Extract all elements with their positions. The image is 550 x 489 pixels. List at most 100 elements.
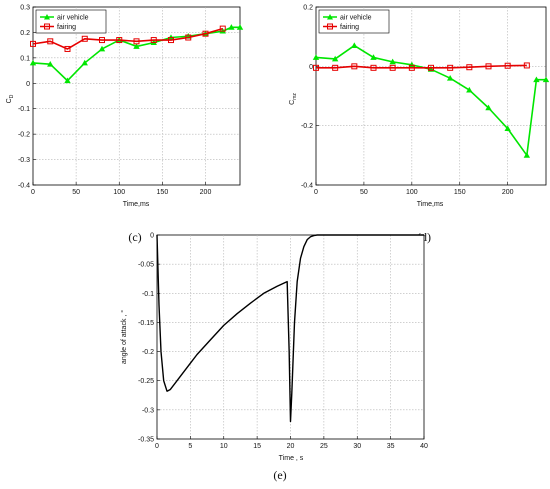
- panel-c-series-1-point-7: [150, 37, 157, 44]
- panel-c-series-1-point-8: [168, 37, 174, 44]
- panel-d-series-1-point-3: [370, 64, 377, 71]
- panel-d: 0 50 100 150 200 -0.4 -0.2 0 0.2 air vehicle fai…: [289, 5, 550, 244]
- panel-d-legend: air vehicle fairing: [318, 9, 390, 34]
- panel-d-series-1-point-5: [408, 64, 415, 71]
- panel-c-series-1-point-3: [81, 35, 88, 42]
- panel-d-ylabel-sub: mz: [292, 93, 298, 100]
- panel-d-ylabel-main: C: [289, 100, 296, 105]
- panel-c-legend-air-vehicle-marker: [44, 14, 50, 20]
- panel-d-series-0-point-9: [485, 104, 492, 111]
- panel-d-legend-air-vehicle-marker: [327, 14, 333, 20]
- panel-d-series-1-point-0: [313, 64, 319, 71]
- panel-e: 0 5 10 15 20 25 30 35 40 -0.35 -0.3 -0.25 -0.2 -0.15 -…: [120, 233, 428, 483]
- panel-c-label: (c): [128, 230, 141, 244]
- panel-d-series-0-point-7: [446, 75, 454, 81]
- panel-d-xtick-label-1: 50: [360, 189, 368, 196]
- panel-c-xtick-label-1: 50: [72, 189, 80, 196]
- panel-e-ytick-label-5: -0.1: [142, 291, 154, 298]
- panel-d-xtick-label-3: 150: [454, 189, 466, 196]
- panel-d-legend-fairing-label: fairing: [340, 24, 359, 31]
- panel-c-legend-air-vehicle-label: air vehicle: [57, 15, 89, 22]
- panel-d-xlabel: Time,ms: [417, 201, 444, 208]
- panel-d-ytick-label-3: 0.2: [303, 5, 313, 12]
- panel-d-series-1-point-2: [351, 63, 358, 70]
- panel-e-ylabel: angle of attack , °: [120, 310, 128, 364]
- panel-d-ylabel: Cmz: [289, 93, 298, 105]
- panel-c-legend-fairing-label: fairing: [57, 24, 76, 31]
- panel-d-series-1-point-8: [466, 64, 473, 71]
- panel-c-series-0-point-12: [228, 24, 235, 30]
- panel-d-series-1-point-11: [523, 62, 530, 69]
- panel-d-series-0-point-2: [351, 42, 358, 48]
- panel-c-ytick-label-2: -0.2: [18, 132, 30, 139]
- panel-e-ticks: 0 5 10 15 20 25 30 35 40 -0.35 -0.3 -0.25 -0.2 -0.15 -…: [138, 233, 428, 451]
- panel-d-series-0-point-5: [408, 61, 416, 68]
- panel-e-label: (e): [273, 468, 286, 482]
- panel-d-series-0-point-11: [523, 152, 531, 158]
- panel-d-ticks: 0 50 100 150 200 -0.4 -0.2 0 0.2: [301, 5, 514, 197]
- panel-c-series-1-point-1: [47, 38, 54, 45]
- panel-d-plot-area: [315, 6, 547, 186]
- panel-e-xtick-label-4: 20: [287, 443, 295, 450]
- panel-c-ytick-label-1: -0.3: [18, 157, 30, 164]
- panel-d-series-0-line: [315, 44, 546, 157]
- panel-c-series-1-point-0: [30, 40, 36, 47]
- panel-d-series-1-point-4: [389, 64, 396, 71]
- panel-e-xtick-label-5: 25: [320, 443, 328, 450]
- panel-c-series-0-point-1: [47, 61, 54, 67]
- panel-d-ytick-label-1: -0.2: [301, 123, 313, 130]
- panel-d-series-0-point-3: [370, 54, 377, 60]
- panel-c-series-0-point-0: [29, 59, 37, 66]
- panel-c-series-1-point-5: [116, 37, 123, 44]
- panel-d-series-1-point-1: [332, 64, 339, 71]
- panel-d-series-1-point-7: [447, 64, 454, 71]
- panel-c-series-1-point-4: [99, 37, 105, 44]
- panel-e-xtick-label-7: 35: [387, 443, 395, 450]
- panel-e-ytick-label-7: 0: [150, 233, 154, 240]
- panel-d-xtick-label-0: 0: [314, 189, 318, 196]
- panel-c-ytick-label-5: 0.1: [20, 55, 30, 62]
- panel-c: 0 50 100 150 200 -0.4 -0.3 -0.2 -0.1 0 0.1 0.2 0.3 a…: [6, 5, 244, 244]
- panel-c-ticks: 0 50 100 150 200 -0.4 -0.3 -0.2 -0.1 0 0.1 0.2 0.3: [18, 5, 212, 197]
- panel-c-ytick-label-0: -0.4: [18, 183, 30, 190]
- panel-c-ytick-label-4: 0: [26, 81, 30, 88]
- panel-d-series-0-point-12: [533, 76, 540, 83]
- panel-d-series-1-line: [316, 64, 527, 69]
- panel-d-xtick-label-4: 200: [502, 189, 514, 196]
- panel-d-series-0-point-1: [331, 55, 339, 62]
- panel-d-legend-air-vehicle-label: air vehicle: [340, 15, 372, 22]
- panel-c-xtick-label-2: 100: [113, 189, 125, 196]
- panel-d-series-0-point-10: [504, 125, 511, 132]
- panel-c-ylabel: CD: [6, 94, 15, 103]
- panel-e-series: [156, 234, 424, 423]
- panel-c-series-1-point-9: [185, 34, 192, 41]
- panel-c-series: [29, 24, 244, 84]
- panel-d-xtick-label-2: 100: [406, 189, 418, 196]
- panel-e-ytick-label-3: -0.2: [142, 349, 154, 356]
- panel-d-series-0-point-13: [542, 76, 550, 83]
- panel-c-series-0-point-3: [81, 59, 88, 66]
- panel-d-series-1-point-9: [485, 63, 492, 70]
- panel-e-ytick-label-1: -0.3: [142, 407, 154, 414]
- panel-c-xlabel: Time,ms: [123, 201, 150, 208]
- panel-e-series-0-line: [156, 234, 424, 423]
- panel-c-ytick-label-7: 0.3: [20, 5, 30, 12]
- panel-e-xtick-label-1: 5: [188, 443, 192, 450]
- panel-c-legend: air vehicle fairing: [35, 9, 107, 34]
- panel-e-xtick-label-3: 15: [253, 443, 261, 450]
- panel-e-xtick-label-6: 30: [353, 443, 361, 450]
- panel-d-series-1-point-6: [428, 64, 434, 71]
- panel-e-ytick-label-6: -0.05: [138, 262, 154, 269]
- panel-e-ytick-label-4: -0.15: [138, 320, 154, 327]
- panel-d-ytick-label-2: 0: [309, 64, 313, 71]
- panel-c-xtick-label-3: 150: [157, 189, 169, 196]
- panel-d-series-1-point-10: [504, 62, 511, 69]
- panel-e-xtick-label-2: 10: [220, 443, 228, 450]
- panel-c-series-0-point-6: [133, 43, 140, 49]
- panel-c-series-0-point-13: [236, 24, 244, 30]
- panel-e-xlabel: Time , s: [279, 455, 304, 462]
- panel-c-xtick-label-0: 0: [31, 189, 35, 196]
- panel-c-legend-fairing-marker: [44, 23, 50, 30]
- panel-c-series-1-point-2: [64, 45, 71, 52]
